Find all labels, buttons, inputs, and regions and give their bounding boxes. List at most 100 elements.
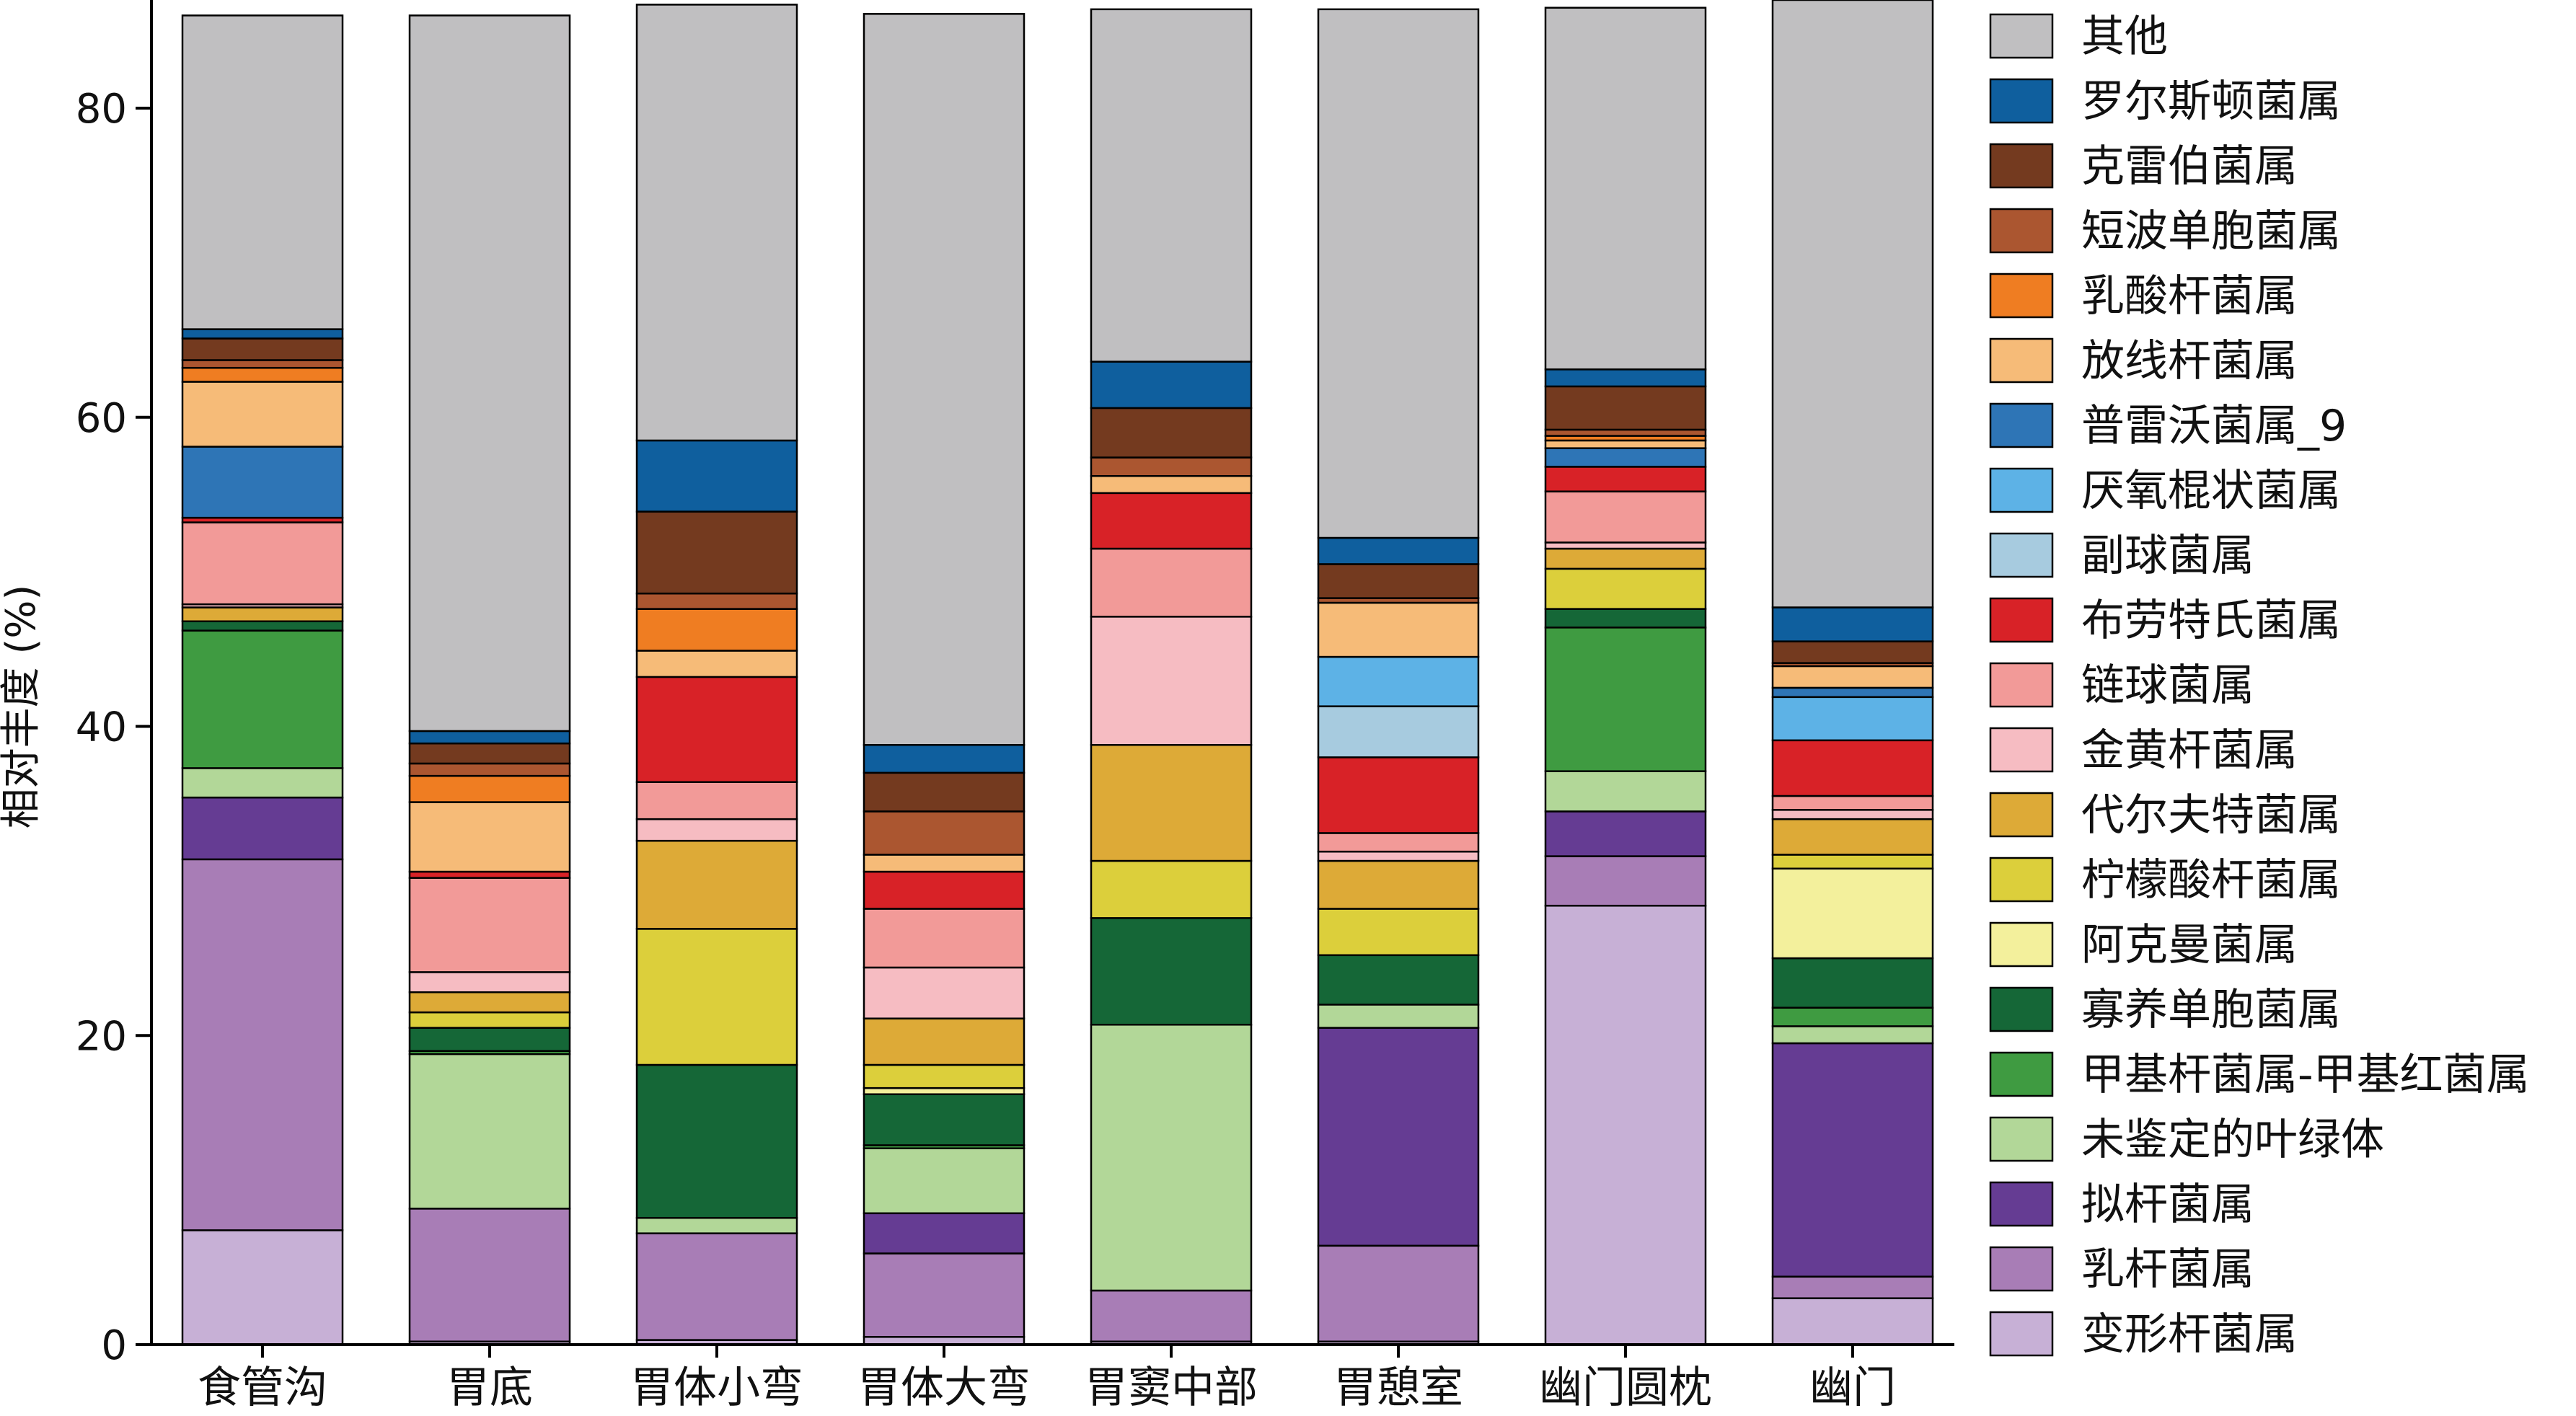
bar-segment (408, 14, 571, 733)
bar-segment (181, 328, 344, 340)
bar-segment (1544, 428, 1707, 437)
bar-segment (863, 1252, 1025, 1338)
bar-segment (635, 781, 798, 820)
bar-segment (181, 14, 344, 330)
bar-segment (1544, 541, 1707, 550)
bar-segment (181, 858, 344, 1231)
legend-swatch (1989, 273, 2054, 319)
bar-segment (1771, 696, 1934, 742)
legend-swatch (1989, 597, 2054, 643)
bar-segment (1317, 908, 1480, 957)
legend-label: 未鉴定的叶绿体 (2081, 1115, 2384, 1165)
bar-segment (1090, 475, 1253, 495)
bar-segment (1771, 957, 1934, 1009)
legend-label: 罗尔斯顿菌属 (2081, 76, 2341, 127)
bar-segment (1544, 567, 1707, 610)
bar-segment (1771, 1275, 1934, 1299)
legend-swatch (1989, 143, 2054, 189)
bar-segment (408, 877, 571, 973)
bar-segment (1771, 1297, 1934, 1346)
bar-segment (408, 1053, 571, 1210)
bar-segment (1090, 547, 1253, 618)
bar-segment (1317, 850, 1480, 862)
bar-segment (181, 337, 344, 361)
bar-segment (1317, 859, 1480, 910)
legend-swatch (1989, 662, 2054, 708)
x-category-label: 胃底 (446, 1363, 533, 1413)
bar-segment (863, 1087, 1025, 1095)
bar-segment (1317, 536, 1480, 565)
legend-label: 金黄杆菌属 (2081, 725, 2298, 776)
legend-label: 链球菌属 (2081, 660, 2254, 711)
bar-segment (408, 742, 571, 765)
y-tick-label: 20 (76, 1013, 127, 1060)
x-category-label: 幽门圆枕 (1539, 1363, 1712, 1413)
bar-segment (1544, 439, 1707, 449)
legend-label: 寡养单胞菌属 (2081, 985, 2341, 1035)
bar-segment (1090, 360, 1253, 410)
legend-swatch (1989, 402, 2054, 448)
bar-segment (408, 774, 571, 803)
bar-segment (1771, 854, 1934, 869)
x-category-label: 胃体大弯 (857, 1363, 1031, 1413)
legend-swatch (1989, 1311, 2054, 1357)
bar-segment (181, 1229, 344, 1346)
bar-segment (408, 1027, 571, 1052)
legend-swatch (1989, 727, 2054, 773)
bar-segment (1771, 640, 1934, 664)
bar-segment (408, 762, 571, 777)
bar-segment (1090, 616, 1253, 746)
bar-segment (635, 1232, 798, 1341)
bar-segment (635, 1063, 798, 1219)
legend-swatch (1989, 921, 2054, 968)
bar-segment (1090, 1024, 1253, 1292)
x-category-label: 胃憩室 (1333, 1363, 1463, 1413)
legend-label: 放线杆菌属 (2081, 336, 2298, 386)
bar-segment (1544, 385, 1707, 431)
bars-group (181, 0, 1934, 1346)
bar-segment (1090, 859, 1253, 919)
bar-segment (863, 908, 1025, 969)
bar-segment (1544, 447, 1707, 468)
y-tick-label: 0 (101, 1322, 127, 1369)
legend-swatch (1989, 986, 2054, 1032)
bar-segment (1771, 739, 1934, 797)
legend-label: 短波单胞菌属 (2081, 206, 2341, 257)
bar-segment (1090, 492, 1253, 550)
bar-segment (863, 744, 1025, 774)
legend-label: 普雷沃菌属_9 (2081, 401, 2347, 451)
bar-segment (1090, 407, 1253, 459)
legend-label: 副球菌属 (2081, 531, 2254, 581)
bar-segment (635, 439, 798, 513)
y-ticks: 0 20 40 60 80 (76, 86, 151, 1369)
bar-segment (1771, 795, 1934, 811)
legend-label: 拟杆菌属 (2081, 1180, 2254, 1230)
legend-swatch (1989, 1246, 2054, 1292)
bar-segment (863, 1017, 1025, 1066)
bar-segment (1544, 770, 1707, 813)
y-tick-label: 80 (76, 86, 127, 133)
bar-segment (408, 1208, 571, 1342)
bar-segment (863, 13, 1025, 746)
bar-segment (863, 1093, 1025, 1146)
bar-segment (1090, 917, 1253, 1026)
bar-segment (1771, 809, 1934, 820)
legend-swatch (1989, 337, 2054, 384)
bar-segment (1544, 904, 1707, 1346)
bar-segment (1544, 627, 1707, 772)
bar-segment (1771, 665, 1934, 689)
bar-segment (1317, 954, 1480, 1006)
bar-segment (635, 676, 798, 783)
bar-segment (1544, 855, 1707, 907)
bar-segment (635, 4, 798, 442)
legend-swatch (1989, 792, 2054, 838)
bar-segment (408, 1011, 571, 1029)
bar-segment (863, 966, 1025, 1019)
legend-label: 甲基杆菌属-甲基红菌属 (2081, 1050, 2530, 1100)
legend-label: 柠檬酸杆菌属 (2081, 855, 2341, 906)
x-category-label: 幽门 (1809, 1363, 1896, 1413)
y-tick-label: 40 (76, 704, 127, 751)
bar-segment (863, 771, 1025, 813)
bar-segment (863, 1212, 1025, 1255)
